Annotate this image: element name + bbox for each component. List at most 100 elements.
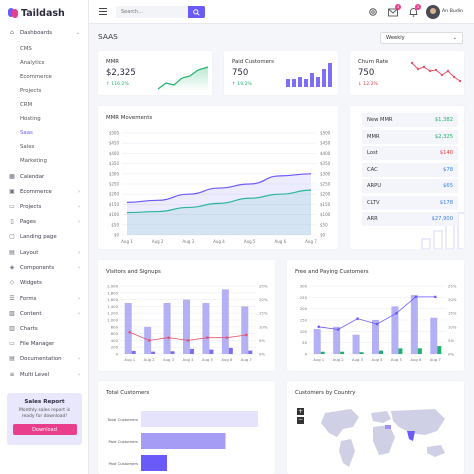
sidebar-item-layout[interactable]: ▤ Layout › [0, 246, 89, 259]
stat-row: ARPU $65 [362, 179, 458, 193]
stat-value: $78 [443, 166, 453, 173]
bar-secondary [209, 349, 214, 354]
notification-badge: 3 [415, 4, 421, 10]
sidebar-item-label: Layout [20, 249, 39, 256]
sidebar-subitem-marketing[interactable]: Marketing [20, 158, 47, 164]
total-customers-card: Total Customers Total Customers Paid Cust… [98, 381, 275, 474]
sidebar-item-documentation[interactable]: ▤ Documentation › [0, 352, 89, 365]
brand-name: Taildash [21, 7, 65, 19]
chevron-right-icon: › [78, 188, 80, 195]
chevron-right-icon: › [78, 249, 80, 256]
notifications-button[interactable]: 3 [407, 4, 421, 18]
settings-button[interactable] [367, 6, 379, 18]
menu-toggle-icon[interactable] [99, 8, 107, 15]
download-button[interactable]: Download [12, 424, 77, 435]
stat-row: ARR $27,900 [362, 212, 458, 226]
stat-label: New MMR [367, 117, 393, 123]
visitors-signups-card: Visitors and Signups 0 200 400 600 800 1,000 1… [98, 260, 275, 371]
rate-point [395, 311, 398, 315]
chevron-right-icon: › [78, 310, 80, 317]
bar-secondary [228, 347, 233, 354]
rate-point [167, 336, 170, 339]
y-tick-label: $150 [109, 202, 120, 207]
stat-row: CAC $78 [362, 162, 458, 177]
chevron-down-icon: ⌄ [452, 35, 457, 41]
sidebar-subitem-saas[interactable]: Saas [20, 130, 33, 136]
zoom-in-button[interactable]: + [297, 408, 304, 415]
bar-primary [313, 329, 321, 354]
search-input[interactable] [116, 6, 188, 18]
sidebar-item-widgets[interactable]: ◇ Widgets [0, 276, 89, 289]
x-tick-label: Aug 5 [202, 357, 214, 362]
sidebar-subitem-cms[interactable]: CMS [20, 46, 32, 52]
mail-badge: 4 [395, 4, 401, 10]
period-select[interactable]: Weekly ⌄ [380, 32, 463, 44]
sidebar-item-dashboards[interactable]: ⌂ Dashboards ⌄ [0, 26, 89, 39]
x-tick-label: Aug 4 [182, 357, 194, 362]
sidebar-subitem-projects[interactable]: Projects [20, 88, 42, 94]
series-line-1 [126, 173, 312, 203]
sidebar-item-calendar[interactable]: ▦ Calendar [0, 170, 89, 183]
rate-point [375, 322, 379, 326]
topbar: 4 3 Arı Budin [89, 0, 474, 24]
bar-primary [410, 295, 418, 354]
bar [141, 411, 258, 427]
y2-tick-label: 20% [448, 297, 457, 302]
sidebar-subitem-crm[interactable]: CRM [20, 102, 33, 108]
avatar[interactable] [426, 5, 440, 19]
bar-primary [333, 326, 341, 354]
brand[interactable]: Taildash [8, 6, 65, 20]
rate-point [128, 330, 132, 334]
user-name[interactable]: Arı Budin [442, 9, 463, 14]
category-label: Total Customers [107, 417, 139, 422]
rate-point [225, 336, 229, 339]
bar-secondary [359, 352, 364, 354]
y-tick-label: $400 [109, 151, 120, 156]
sidebar-item-components[interactable]: ◈ Components › [0, 261, 89, 274]
zoom-out-button[interactable]: − [297, 416, 304, 424]
x-tick-label: Aug 1 [121, 239, 133, 244]
bar-primary [391, 306, 399, 354]
layout-icon: ▤ [9, 249, 15, 256]
messages-button[interactable]: 4 [387, 4, 401, 18]
bar-primary [352, 334, 360, 354]
sidebar-item-pages[interactable]: ▯ Pages › [0, 215, 89, 228]
sidebar-item-ecommerce[interactable]: ▣ Ecommerce › [0, 185, 89, 198]
period-value: Weekly [386, 35, 405, 41]
panel-title: MMR Movements [106, 115, 153, 121]
x-tick-label: Aug 4 [371, 357, 383, 362]
sidebar-item-multi-level[interactable]: ≡ Multi Level › [0, 368, 89, 381]
sidebar-item-forms[interactable]: ☰ Forms › [0, 292, 89, 305]
x-tick-label: Aug 5 [391, 357, 403, 362]
sidebar-subitem-sales[interactable]: Sales [20, 144, 35, 150]
chevron-right-icon: › [78, 218, 80, 225]
multilevel-icon: ≡ [9, 371, 15, 378]
sidebar-item-projects[interactable]: ▭ Projects › [0, 200, 89, 213]
sidebar-item-content[interactable]: ▧ Content › [0, 307, 89, 320]
y-tick-label: 1,400 [107, 304, 118, 309]
stat-label: Lost [367, 150, 378, 156]
bell-icon [409, 8, 417, 17]
bar-secondary [248, 350, 253, 354]
sidebar-item-label: File Manager [20, 340, 55, 347]
search-button[interactable] [188, 6, 205, 18]
sidebar-item-file-manager[interactable]: ▭ File Manager [0, 337, 89, 350]
sidebar-item-charts[interactable]: ▥ Charts [0, 322, 89, 335]
sidebar-subitem-analytics[interactable]: Analytics [20, 60, 45, 66]
bar-secondary [320, 351, 325, 354]
sidebar-item-landing-page[interactable]: ▢ Landing page [0, 230, 89, 243]
sidebar-item-label: Components [20, 264, 55, 271]
bar-secondary [170, 351, 175, 354]
stat-value: $65 [443, 183, 453, 189]
stat-label: CLTV [367, 199, 380, 206]
panel-title: Free and Paying Customers [295, 269, 369, 275]
stat-row: MMR $2,325 [362, 129, 458, 144]
sidebar-subitem-hosting[interactable]: Hosting [20, 116, 41, 122]
x-tick-label: Aug 4 [213, 239, 225, 244]
x-tick-label: Aug 3 [183, 239, 195, 244]
chevron-right-icon: › [78, 371, 80, 378]
sidebar-subitem-ecommerce[interactable]: Ecommerce [20, 74, 52, 80]
sidebar-item-label: Documentation [20, 355, 62, 362]
sidebar-item-label: Projects [20, 203, 42, 210]
